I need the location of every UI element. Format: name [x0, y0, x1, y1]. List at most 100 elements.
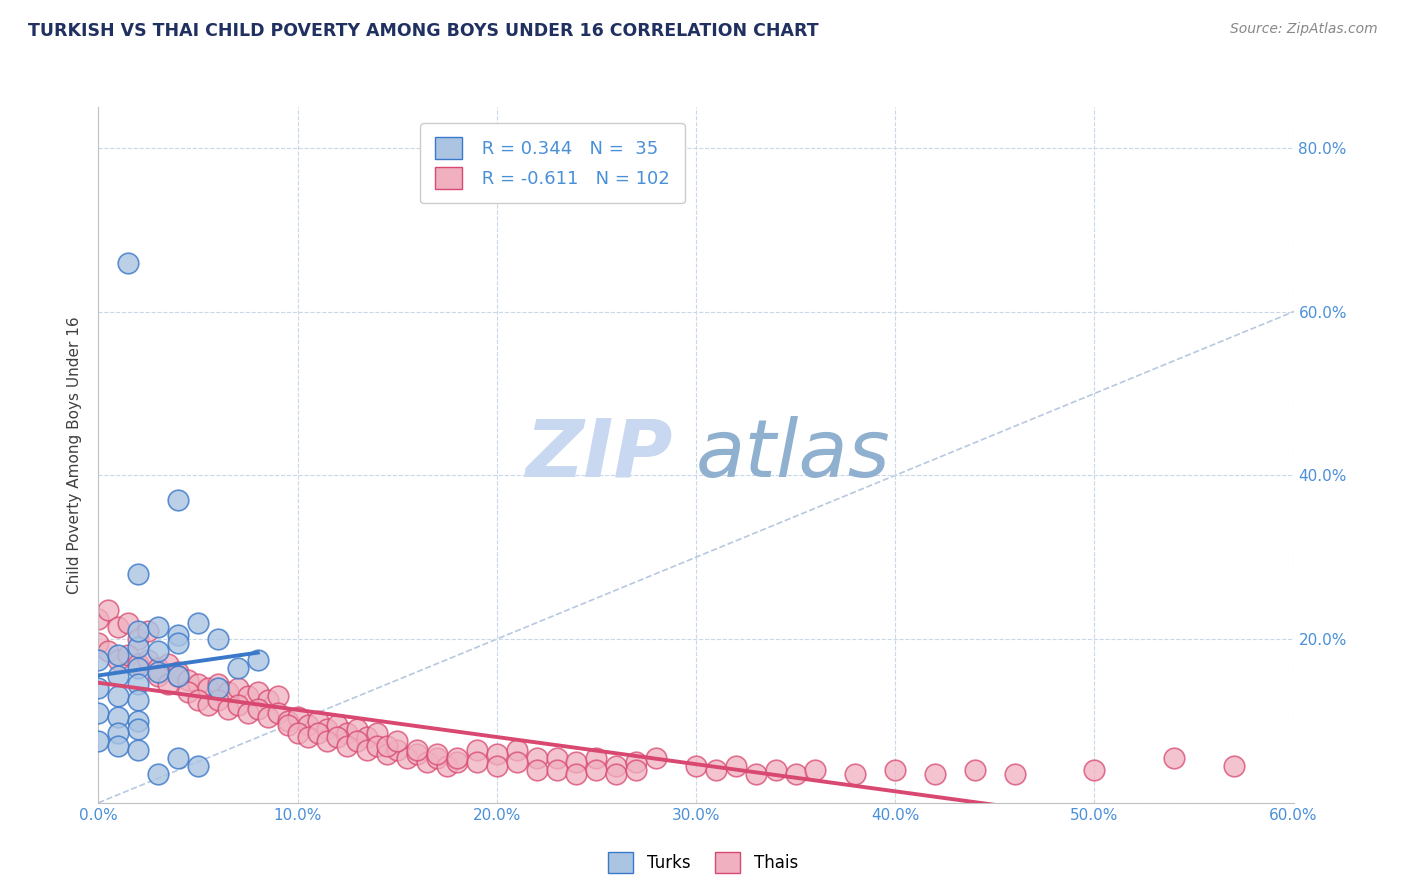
Point [465, 742, 488, 756]
Point [226, 661, 249, 675]
Point [107, 726, 129, 740]
Point [307, 714, 329, 728]
Point [287, 710, 309, 724]
Point [526, 751, 548, 765]
Point [207, 681, 229, 696]
Point [1222, 759, 1246, 773]
Point [416, 755, 439, 769]
Point [148, 669, 170, 683]
Point [107, 739, 129, 753]
Text: TURKISH VS THAI CHILD POVERTY AMONG BOYS UNDER 16 CORRELATION CHART: TURKISH VS THAI CHILD POVERTY AMONG BOYS… [28, 22, 818, 40]
Point [585, 751, 607, 765]
Point [704, 763, 727, 777]
Point [136, 624, 159, 638]
Point [87, 734, 110, 748]
Point [605, 767, 627, 781]
Point [366, 739, 388, 753]
Legend: Turks, Thais: Turks, Thais [602, 846, 804, 880]
Point [87, 681, 110, 696]
Point [177, 685, 200, 699]
Point [97, 644, 120, 658]
Point [645, 751, 668, 765]
Point [87, 652, 110, 666]
Point [127, 566, 149, 581]
Point [127, 640, 149, 655]
Point [127, 657, 149, 671]
Legend:  R = 0.344   N =  35,  R = -0.611   N = 102: R = 0.344 N = 35, R = -0.611 N = 102 [420, 123, 685, 203]
Text: ZIP: ZIP [524, 416, 672, 494]
Point [187, 693, 209, 707]
Point [167, 669, 190, 683]
Point [127, 632, 149, 646]
Point [187, 615, 209, 630]
Point [565, 755, 588, 769]
Point [546, 763, 568, 777]
Point [346, 722, 368, 736]
Point [197, 681, 219, 696]
Point [226, 681, 249, 696]
Point [844, 767, 866, 781]
Point [246, 701, 269, 715]
Point [167, 665, 190, 679]
Y-axis label: Child Poverty Among Boys Under 16: Child Poverty Among Boys Under 16 [67, 316, 83, 594]
Point [506, 742, 529, 756]
Point [127, 722, 149, 736]
Point [724, 759, 747, 773]
Point [1004, 767, 1026, 781]
Point [217, 685, 239, 699]
Point [277, 718, 299, 732]
Point [107, 669, 129, 683]
Point [426, 751, 449, 765]
Point [187, 759, 209, 773]
Point [127, 624, 149, 638]
Point [406, 742, 429, 756]
Point [117, 255, 139, 269]
Point [626, 763, 648, 777]
Point [117, 648, 139, 663]
Point [506, 755, 529, 769]
Point [148, 767, 170, 781]
Point [148, 665, 170, 679]
Point [136, 652, 159, 666]
Text: Source: ZipAtlas.com: Source: ZipAtlas.com [1230, 22, 1378, 37]
Point [963, 763, 986, 777]
Point [485, 759, 508, 773]
Point [436, 759, 458, 773]
Point [356, 731, 378, 745]
Point [127, 742, 149, 756]
Point [246, 652, 269, 666]
Point [336, 726, 359, 740]
Point [177, 673, 200, 687]
Point [426, 747, 449, 761]
Point [375, 739, 398, 753]
Point [287, 726, 309, 740]
Point [485, 747, 508, 761]
Point [167, 628, 190, 642]
Point [375, 747, 398, 761]
Point [1083, 763, 1105, 777]
Point [346, 734, 368, 748]
Point [685, 759, 707, 773]
Point [148, 644, 170, 658]
Point [148, 661, 170, 675]
Point [585, 763, 607, 777]
Point [924, 767, 946, 781]
Point [107, 690, 129, 704]
Point [167, 669, 190, 683]
Point [256, 693, 278, 707]
Point [385, 742, 409, 756]
Point [267, 690, 290, 704]
Point [297, 731, 319, 745]
Point [187, 677, 209, 691]
Point [267, 706, 290, 720]
Point [366, 726, 388, 740]
Point [236, 690, 259, 704]
Point [356, 742, 378, 756]
Point [326, 731, 349, 745]
Point [157, 677, 180, 691]
Point [236, 706, 259, 720]
Point [217, 701, 239, 715]
Point [167, 636, 190, 650]
Point [127, 677, 149, 691]
Point [804, 763, 827, 777]
